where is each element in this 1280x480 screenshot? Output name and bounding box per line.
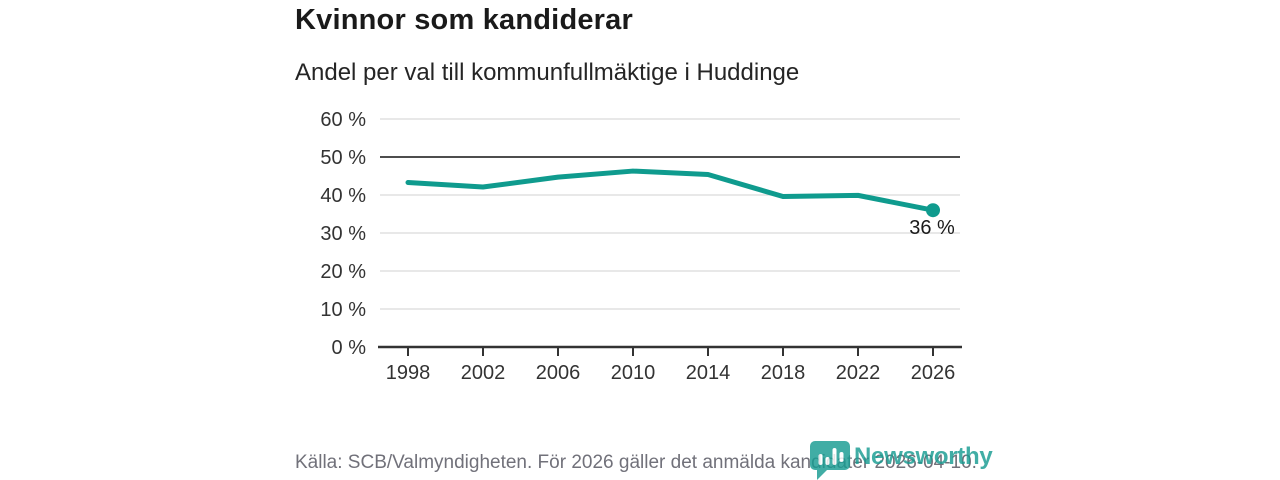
chart-title: Kvinnor som kandiderar [295,4,633,36]
x-axis-tick-label: 2014 [686,362,731,384]
y-axis-tick-label: 40 % [320,185,366,207]
data-line [405,168,936,213]
x-axis-tick-label: 1998 [386,362,431,384]
newsworthy-logo: Newsworthy [810,441,993,480]
source-note: Källa: SCB/Valmyndigheten. För 2026 gäll… [295,452,977,473]
x-axis-tick-label: 2026 [911,362,956,384]
y-axis-tick-label: 20 % [320,261,366,283]
newsworthy-logo-icon [810,441,850,480]
y-axis-tick-label: 0 % [332,337,367,359]
last-point-marker [926,203,940,218]
x-axis-tick-label: 2006 [536,362,581,384]
y-axis-tick-label: 10 % [320,299,366,321]
y-axis-tick-label: 30 % [320,223,366,245]
last-point-label: 36 % [909,217,955,239]
x-axis-tick-label: 2010 [611,362,656,384]
y-axis-tick-label: 50 % [320,147,366,169]
x-axis-tick-label: 2018 [761,362,806,384]
newsworthy-logo-text: Newsworthy [854,443,993,470]
x-axis-tick-label: 2022 [836,362,881,384]
x-axis-tick-label: 2002 [461,362,506,384]
y-axis-tick-label: 60 % [320,109,366,131]
chart-subtitle: Andel per val till kommunfullmäktige i H… [295,59,800,86]
